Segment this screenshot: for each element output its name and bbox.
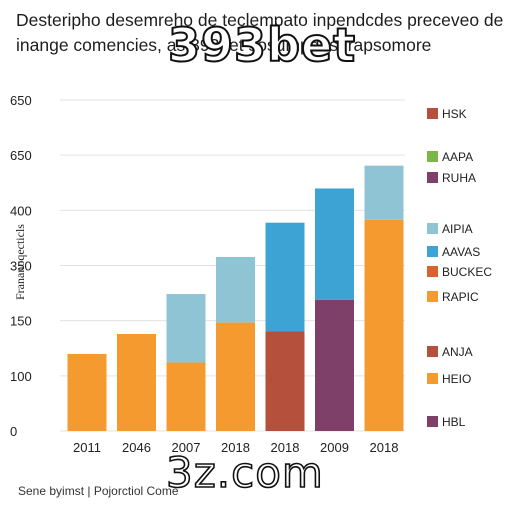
legend-swatch: [427, 266, 438, 277]
legend-swatch: [427, 246, 438, 257]
x-tick-label: 2018: [221, 440, 250, 455]
bar-segment: [265, 222, 305, 332]
x-tick-label: 2046: [122, 440, 151, 455]
legend-label: BUCKEC: [442, 265, 492, 279]
bar-segment: [216, 256, 255, 323]
legend-swatch: [427, 108, 438, 119]
x-tick-label: 2018: [271, 440, 300, 455]
bar-segment: [265, 331, 305, 431]
y-tick-label: 350: [10, 259, 32, 274]
legend-swatch: [427, 151, 438, 162]
x-tick-label: 2011: [73, 440, 101, 455]
x-tick-label: 2009: [320, 440, 349, 455]
legend-label: AAPA: [442, 150, 473, 164]
y-tick-label: 650: [10, 93, 32, 108]
bar-segment: [315, 188, 354, 300]
bar-segment: [364, 165, 404, 220]
legend-label: ANJA: [442, 345, 473, 359]
legend-swatch: [427, 223, 438, 234]
bar-segment: [166, 362, 206, 431]
legend-label: AAVAS: [442, 245, 480, 259]
y-tick-label: 400: [10, 203, 32, 218]
bar-segment: [117, 333, 156, 431]
legend-swatch: [427, 346, 438, 357]
legend-swatch: [427, 291, 438, 302]
y-tick-label: 100: [10, 369, 32, 384]
bar-segment: [364, 219, 404, 431]
title-line-2: inange comencies, as 393bet sosumpdes fr…: [16, 35, 432, 55]
y-tick-label: 0: [10, 424, 17, 439]
legend-label: HEIO: [442, 372, 471, 386]
bar-segment: [315, 299, 354, 431]
legend-swatch: [427, 373, 438, 384]
chart-title: Desteripho desemreho de teclempato inpen…: [16, 8, 504, 58]
y-axis-label: Frananoqecticls: [13, 224, 27, 300]
legend-label: HBL: [442, 415, 466, 429]
legend-swatch: [427, 172, 438, 183]
watermark-bottom: 3z.com: [165, 447, 324, 498]
title-line-1: Desteripho desemreho de teclempato inpen…: [16, 10, 504, 30]
legend-label: RUHA: [442, 171, 476, 185]
x-tick-label: 2018: [370, 440, 399, 455]
bar-segment: [67, 353, 107, 431]
source-footer: Sene byimst | Pojorctiol Come: [18, 484, 179, 498]
bar-segment: [166, 294, 206, 363]
y-tick-label: 150: [10, 314, 32, 329]
x-tick-label: 2007: [172, 440, 201, 455]
legend-label: RAPIC: [442, 290, 479, 304]
legend-label: AIPIA: [442, 222, 473, 236]
y-tick-label: 650: [10, 148, 32, 163]
bar-segment: [216, 322, 255, 431]
legend-label: HSK: [442, 107, 467, 121]
legend-swatch: [427, 416, 438, 427]
watermark-top: 393bet: [167, 17, 357, 73]
